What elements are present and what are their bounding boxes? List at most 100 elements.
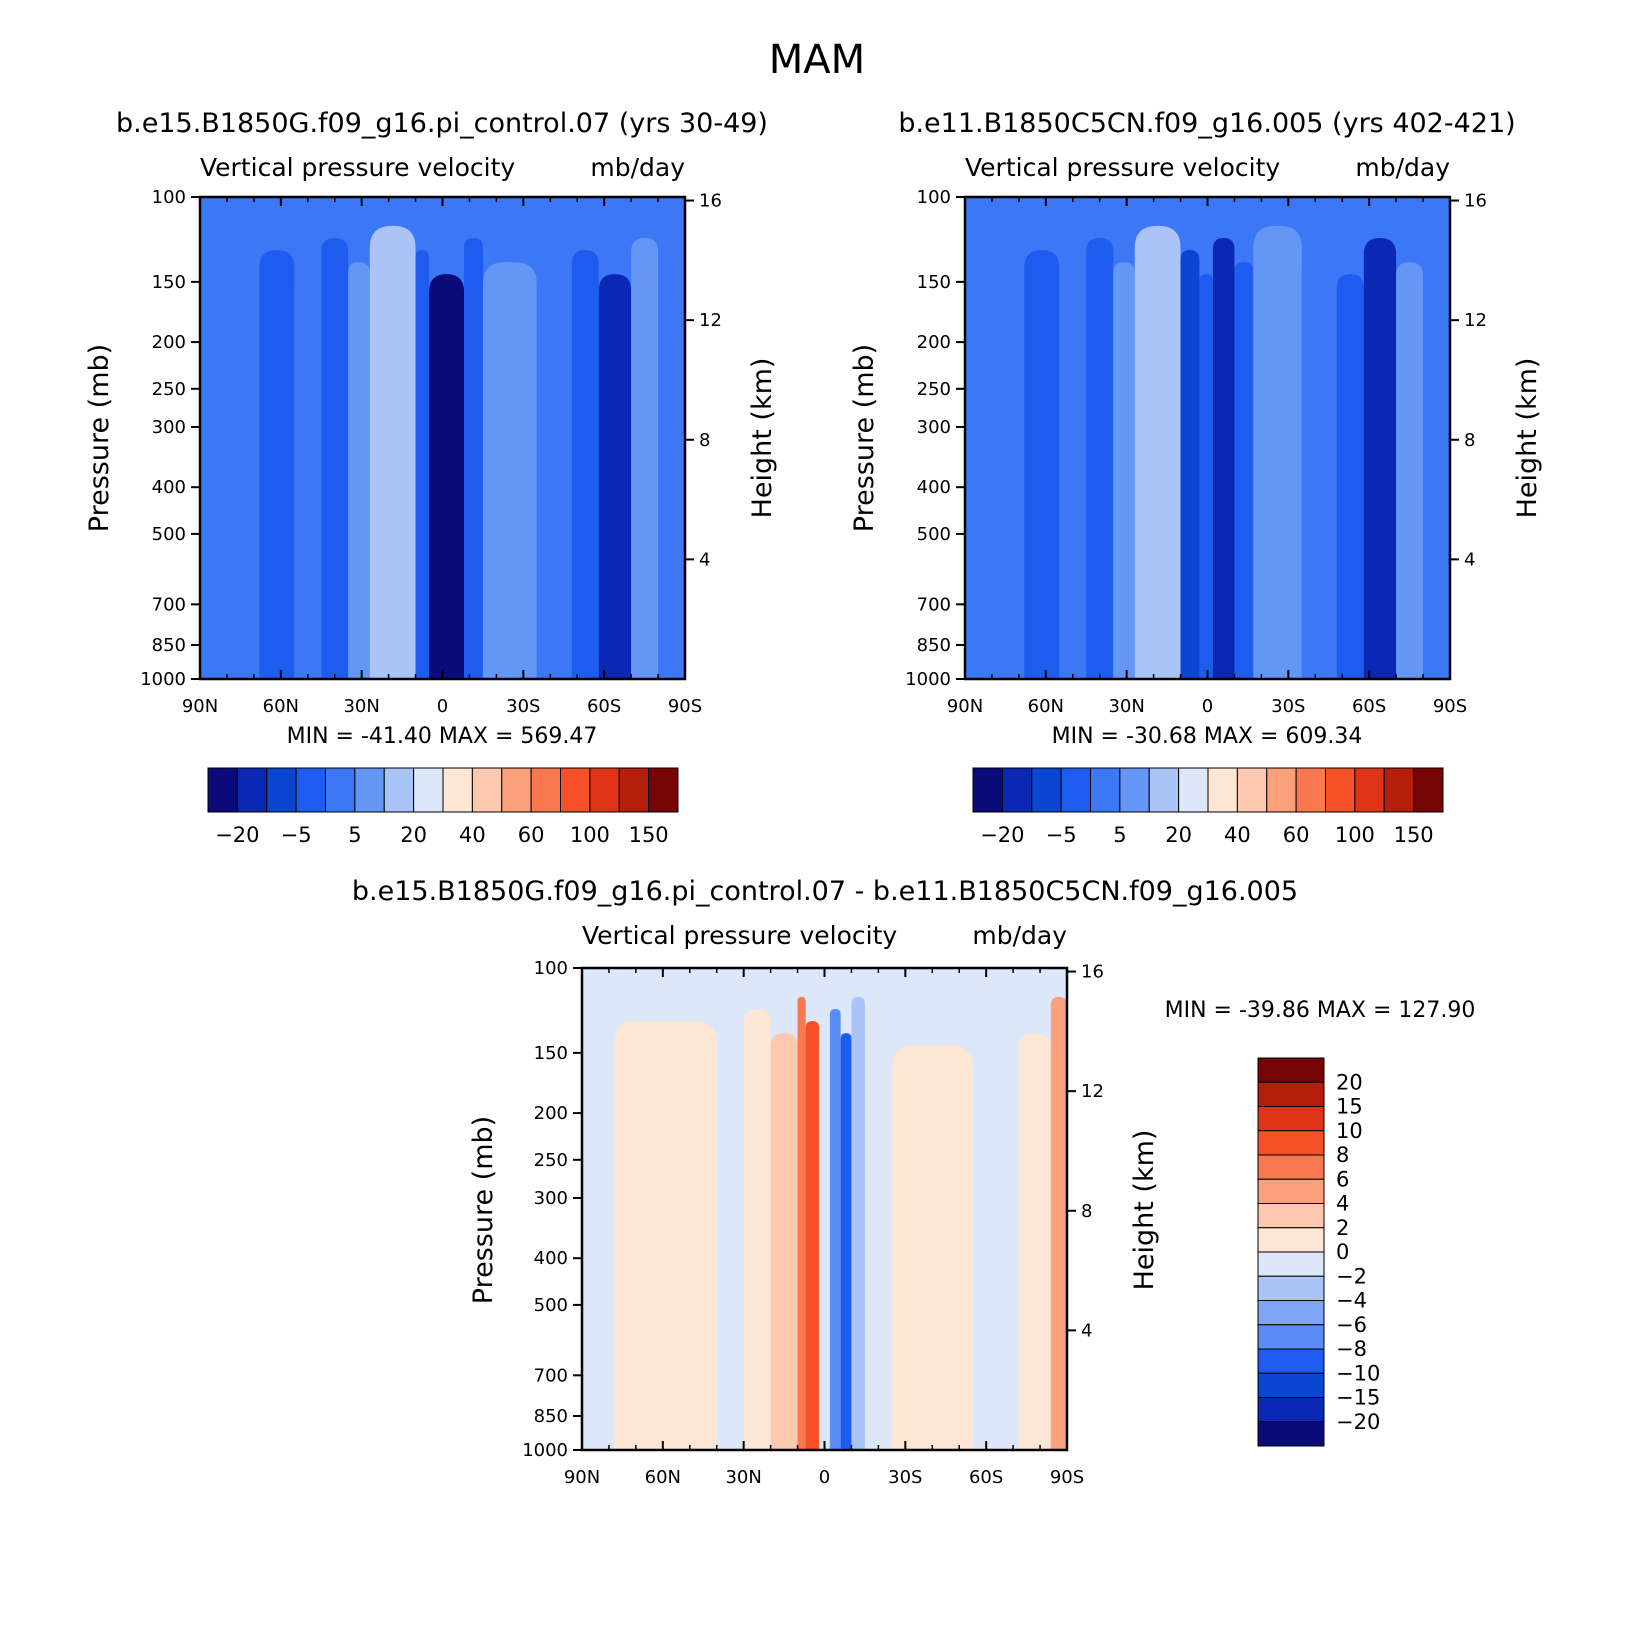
colorbar-label: −20 — [980, 823, 1024, 847]
y-tick-label: 1000 — [905, 669, 951, 690]
field-band — [464, 237, 483, 679]
field-band — [658, 262, 685, 679]
field-band — [805, 1021, 820, 1450]
field-band — [743, 1008, 771, 1450]
field-band — [369, 225, 416, 680]
colorbar-swatch — [1295, 767, 1326, 813]
x-tick-label: 90S — [1050, 1467, 1084, 1488]
colorbar-swatch — [1257, 1421, 1325, 1447]
colorbar-swatch — [1257, 1372, 1325, 1398]
colorbar-swatch — [1148, 767, 1180, 813]
colorbar-label: −6 — [1336, 1313, 1367, 1337]
field-band — [536, 225, 572, 680]
colorbar-swatch — [1236, 767, 1268, 813]
y-tick-label: 700 — [534, 1365, 568, 1386]
field-band — [1134, 225, 1181, 680]
colorbar-swatch — [1266, 767, 1297, 813]
field-band — [829, 1008, 841, 1450]
panel-2-plot-area — [965, 197, 1450, 680]
colorbar-swatch — [1119, 767, 1150, 813]
colorbar-swatch — [648, 767, 679, 813]
colorbar-swatch — [471, 767, 503, 813]
colorbar-label: 5 — [348, 823, 361, 847]
field-band — [482, 262, 537, 679]
colorbar-swatch — [236, 767, 268, 813]
x-tick-label: 60S — [1352, 696, 1386, 717]
panel-1-variable-label: Vertical pressure velocity — [200, 153, 515, 182]
colorbar-swatch — [1383, 767, 1415, 813]
y-tick-label: 400 — [534, 1248, 568, 1269]
panel-3-case-title: b.e15.B1850G.f09_g16.pi_control.07 - b.e… — [352, 876, 1298, 907]
colorbar-swatch — [1257, 1178, 1325, 1204]
colorbar-label: −4 — [1336, 1289, 1367, 1313]
colorbar-swatch — [1413, 767, 1444, 813]
colorbar-label: 60 — [518, 823, 545, 847]
field-band — [851, 996, 865, 1450]
field-band — [598, 274, 632, 679]
y-tick-label: 200 — [917, 332, 951, 353]
colorbar-swatch — [1001, 767, 1033, 813]
field-band — [429, 274, 465, 679]
panel-1-units-label: mb/day — [590, 153, 685, 182]
y-tick-label: 400 — [152, 477, 186, 498]
colorbar-label: −5 — [1046, 823, 1077, 847]
colorbar-swatch — [1257, 1106, 1325, 1132]
x-tick-label: 30S — [1271, 696, 1305, 717]
colorbar-label: 40 — [1224, 823, 1251, 847]
panel-2: b.e11.B1850C5CN.f09_g16.005 (yrs 402-421… — [849, 108, 1543, 847]
figure-title: MAM — [769, 37, 865, 83]
field-band — [1301, 250, 1337, 679]
field-band — [1234, 262, 1254, 679]
y2-tick-label: 8 — [1081, 1201, 1092, 1222]
y-tick-label: 1000 — [140, 669, 186, 690]
colorbar-label: 15 — [1336, 1095, 1363, 1119]
colorbar-label: −5 — [281, 823, 312, 847]
panel-1-y2label: Height (km) — [747, 358, 778, 519]
field-band — [716, 1045, 744, 1450]
colorbar-swatch — [1257, 1081, 1325, 1107]
colorbar-label: 150 — [1394, 823, 1434, 847]
colorbar-swatch — [1257, 1203, 1325, 1229]
x-tick-label: 60N — [1028, 696, 1064, 717]
x-tick-label: 0 — [1202, 696, 1213, 717]
colorbar-swatch — [1257, 1251, 1325, 1277]
field-band — [965, 225, 1025, 680]
y-tick-label: 250 — [152, 379, 186, 400]
panel-3-ylabel: Pressure (mb) — [468, 1116, 499, 1304]
panel-1-stats: MIN = -41.40 MAX = 569.47 — [287, 724, 598, 749]
y-tick-label: 700 — [917, 594, 951, 615]
x-tick-label: 90S — [668, 696, 702, 717]
y-tick-label: 400 — [917, 477, 951, 498]
field-band — [1086, 237, 1114, 679]
y-tick-label: 850 — [152, 635, 186, 656]
field-band — [1050, 996, 1067, 1450]
colorbar-label: 2 — [1336, 1216, 1349, 1240]
y2-tick-label: 12 — [1081, 1081, 1104, 1102]
y-tick-label: 300 — [917, 417, 951, 438]
colorbar-swatch — [383, 767, 415, 813]
x-tick-label: 30N — [725, 1467, 761, 1488]
field-band — [631, 237, 659, 679]
field-band — [200, 225, 260, 680]
y2-tick-label: 16 — [1081, 962, 1104, 983]
y-tick-label: 500 — [917, 524, 951, 545]
y-tick-label: 300 — [534, 1188, 568, 1209]
y-tick-label: 500 — [534, 1295, 568, 1316]
colorbar-swatch — [560, 767, 591, 813]
x-tick-label: 30S — [506, 696, 540, 717]
colorbar-swatch — [1031, 767, 1062, 813]
panel-3-y2label: Height (km) — [1129, 1130, 1160, 1291]
colorbar-swatch — [354, 767, 385, 813]
panel-1: b.e15.B1850G.f09_g16.pi_control.07 (yrs … — [84, 108, 778, 847]
colorbar-swatch — [1257, 1348, 1325, 1374]
colorbar-label: −2 — [1336, 1264, 1367, 1288]
panel-1-colorbar: −20 −5 5 20 40 60 100 150 — [207, 767, 679, 847]
x-tick-label: 60S — [587, 696, 621, 717]
y-tick-label: 500 — [152, 524, 186, 545]
field-band — [321, 237, 349, 679]
colorbar-swatch — [589, 767, 620, 813]
panel-3-plot-area — [582, 968, 1067, 1450]
y-tick-label: 850 — [534, 1406, 568, 1427]
panel-3-units-label: mb/day — [972, 921, 1067, 950]
